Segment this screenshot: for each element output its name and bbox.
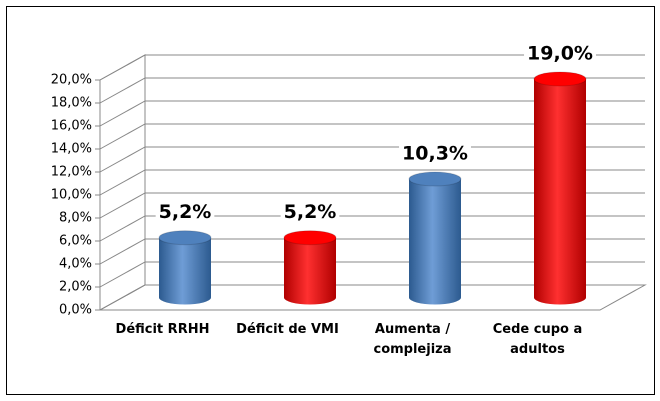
bar [409, 179, 461, 298]
x-label-box: Aumenta / complejiza [373, 322, 452, 357]
y-tick-label: 2,0% [59, 280, 92, 295]
bar-top [283, 230, 337, 246]
y-tick-label: 18,0% [51, 96, 92, 111]
x-label-box: Déficit de VMI [236, 322, 339, 337]
data-label-bg [399, 141, 471, 166]
data-label-bg [155, 200, 215, 225]
y-tick-label: 14,0% [51, 142, 92, 157]
grid-line [99, 146, 645, 173]
bar-top [408, 171, 462, 187]
y-tick-label: 4,0% [59, 257, 92, 272]
grid-line [99, 192, 645, 219]
grid-line [99, 77, 645, 104]
x-label-box: Cede cupo a adultos [492, 322, 583, 357]
y-tick-label: 20,0% [51, 73, 92, 88]
y-tick-label: 12,0% [51, 165, 92, 180]
bar [159, 237, 211, 298]
data-label: 5,2% [159, 201, 212, 223]
data-label-bg [524, 41, 596, 66]
x-tick-label: Déficit RRHH [115, 322, 210, 337]
x-tick-label: Aumenta / complejiza [373, 322, 452, 357]
x-tick-label: Déficit de VMI [236, 322, 339, 337]
data-label: 19,0% [527, 43, 593, 65]
data-label: 5,2% [284, 201, 337, 223]
data-label-bg [280, 200, 340, 225]
x-tick-label: Cede cupo a adultos [492, 322, 583, 357]
grid-line [99, 169, 645, 196]
data-label: 10,3% [402, 143, 468, 165]
grid-line [99, 238, 645, 265]
bar [534, 79, 586, 298]
grid-line [99, 123, 645, 150]
y-tick-label: 16,0% [51, 119, 92, 134]
grid-line [99, 215, 645, 242]
bar-top [158, 230, 212, 246]
y-tick-label: 10,0% [51, 188, 92, 203]
bar [284, 237, 336, 298]
y-tick-label: 6,0% [59, 234, 92, 249]
y-tick-label: 8,0% [59, 211, 92, 226]
grid-line [99, 261, 645, 288]
grid-line [99, 100, 645, 127]
y-tick-label: 0,0% [59, 303, 92, 318]
bar-top [533, 71, 587, 87]
grid-line [99, 54, 645, 81]
grid-line [99, 284, 645, 311]
x-label-box: Déficit RRHH [115, 322, 210, 337]
